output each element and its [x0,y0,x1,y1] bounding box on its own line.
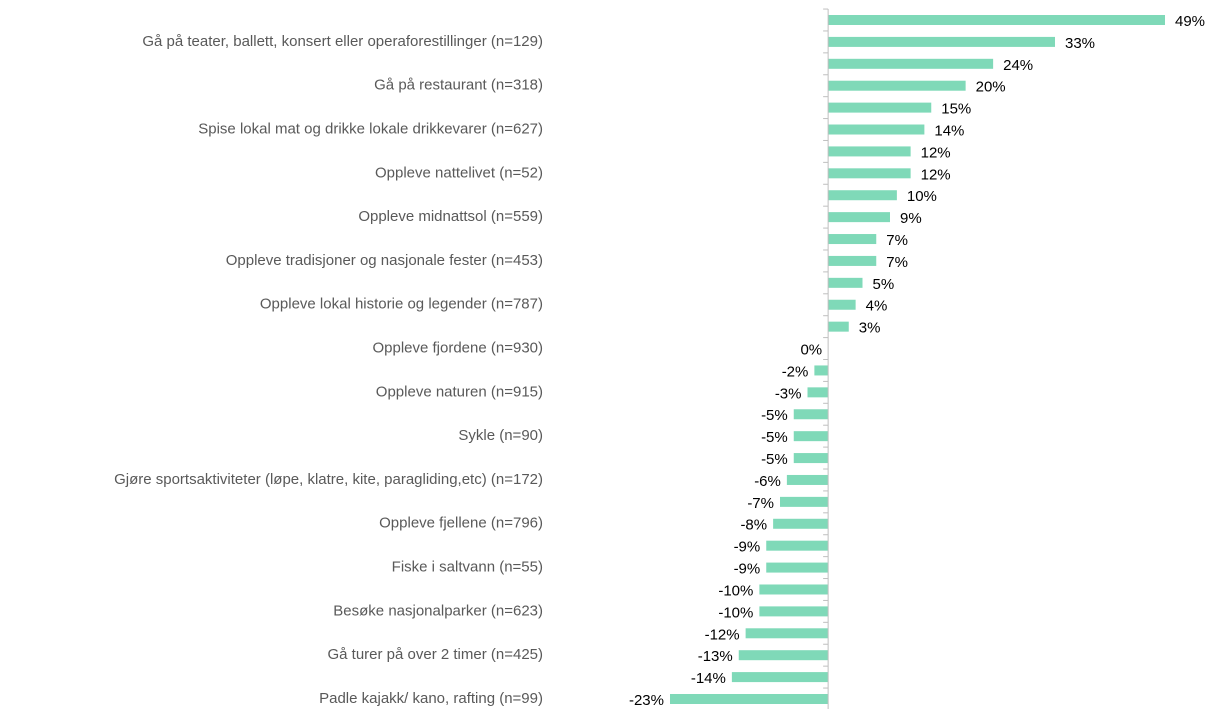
bar [828,102,932,113]
value-label: -9% [734,539,761,556]
value-label: -10% [718,604,753,621]
value-label: -14% [691,670,726,687]
bar [780,496,829,507]
value-label: 12% [921,166,951,183]
value-label: 4% [866,298,888,315]
value-label: 14% [934,122,964,139]
bar [738,650,829,661]
category-label: Oppleve tradisjoner og nasjonale fester … [226,252,543,269]
bar [828,299,856,310]
category-label: Besøke nasjonalparker (n=623) [333,602,543,619]
category-label: Oppleve nattelivet (n=52) [375,164,543,181]
bar [814,365,829,376]
value-label: 12% [921,144,951,161]
bar [828,190,897,201]
category-label: Oppleve lokal historie og legender (n=78… [260,296,543,313]
value-label: 15% [941,101,971,118]
value-label: 3% [859,320,881,337]
value-label: 7% [886,254,908,271]
bar [828,321,849,332]
value-label: -9% [734,561,761,578]
bar [828,234,877,245]
bar [766,562,829,573]
value-label: 0% [800,342,822,359]
bar [828,168,911,179]
bar [766,540,829,551]
value-label: 33% [1065,35,1095,52]
value-label: -5% [761,429,788,446]
category-label: Sykle (n=90) [458,427,543,444]
value-label: -12% [705,626,740,643]
bar [828,255,877,266]
category-label: Padle kajakk/ kano, rafting (n=99) [319,690,543,707]
bar [759,606,829,617]
value-label: 5% [873,276,895,293]
value-label: -23% [629,692,664,709]
bar [828,146,911,157]
bar [828,277,863,288]
category-label: Oppleve naturen (n=915) [376,383,543,400]
category-label: Fiske i saltvann (n=55) [392,559,543,576]
bar [828,212,890,223]
category-label: Gjøre sportsaktiviteter (løpe, klatre, k… [114,471,543,488]
value-label: 49% [1175,13,1205,30]
category-label: Spise lokal mat og drikke lokale drikkev… [198,120,543,137]
bar [793,453,829,464]
bar [745,628,829,639]
bar [793,409,829,420]
value-label: -8% [740,517,767,534]
value-label: -13% [698,648,733,665]
value-label: -7% [747,495,774,512]
value-label: 24% [1003,57,1033,74]
bar [828,80,966,91]
value-label: -6% [754,473,781,490]
category-label: Oppleve fjellene (n=796) [379,515,543,532]
bar [828,15,1165,25]
category-label: Oppleve midnattsol (n=559) [358,208,543,225]
bar [828,124,925,135]
category-label: Gå på restaurant (n=318) [374,77,543,94]
value-label: -2% [782,363,809,380]
value-label: 9% [900,210,922,227]
bar [759,584,829,595]
value-label: -10% [718,582,753,599]
bar [807,387,829,398]
category-label: Oppleve fjordene (n=930) [372,340,543,357]
bar [731,672,829,683]
value-label: 10% [907,188,937,205]
bar [786,474,829,485]
bar [793,431,829,442]
value-label: 20% [976,79,1006,96]
bar [828,36,1055,47]
category-label: Gå på teater, ballett, konsert eller ope… [142,33,543,50]
bar [828,58,994,69]
value-label: -5% [761,451,788,468]
value-label: -5% [761,407,788,424]
bar [773,518,829,529]
value-label: 7% [886,232,908,249]
bar [670,694,829,704]
value-label: -3% [775,385,802,402]
category-label: Gå turer på over 2 timer (n=425) [327,646,543,663]
